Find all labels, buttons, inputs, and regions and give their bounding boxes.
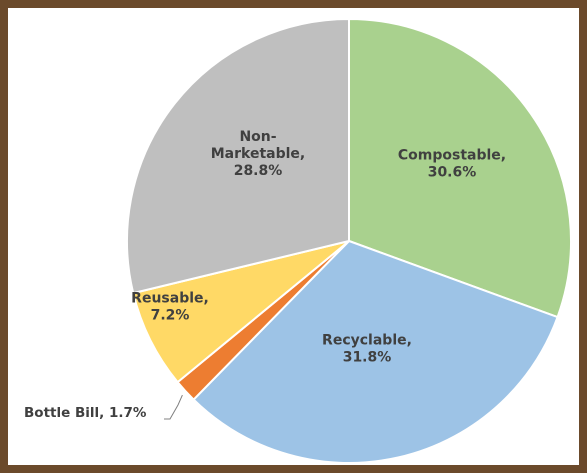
- data-label-compostable: Compostable, 30.6%: [398, 148, 506, 181]
- data-label-line: Recyclable,: [322, 333, 412, 349]
- data-label-recyclable: Recyclable, 31.8%: [322, 333, 412, 366]
- data-label-non-marketable: Non-Marketable, 28.8%: [211, 129, 306, 179]
- data-label-line: Compostable,: [398, 148, 506, 164]
- leader-line-bottle-bill: [164, 394, 183, 420]
- data-label-line: Bottle Bill, 1.7%: [24, 405, 147, 421]
- pie-slice-compostable: [348, 17, 572, 319]
- data-label-bottle-bill: Bottle Bill, 1.7%: [24, 405, 147, 421]
- data-label-line: 30.6%: [428, 165, 477, 181]
- data-label-line: Marketable,: [211, 146, 306, 162]
- data-label-line: 31.8%: [343, 350, 392, 366]
- pie-slice-non-marketable: [126, 17, 350, 295]
- data-label-line: 7.2%: [151, 308, 190, 324]
- pie-slice-recyclable: [192, 239, 559, 465]
- data-label-line: Reusable,: [131, 291, 209, 307]
- data-label-reusable: Reusable, 7.2%: [131, 291, 209, 324]
- pie-slice-reusable: [131, 240, 350, 384]
- data-label-line: 28.8%: [234, 163, 283, 179]
- data-label-line: Non-: [239, 129, 276, 145]
